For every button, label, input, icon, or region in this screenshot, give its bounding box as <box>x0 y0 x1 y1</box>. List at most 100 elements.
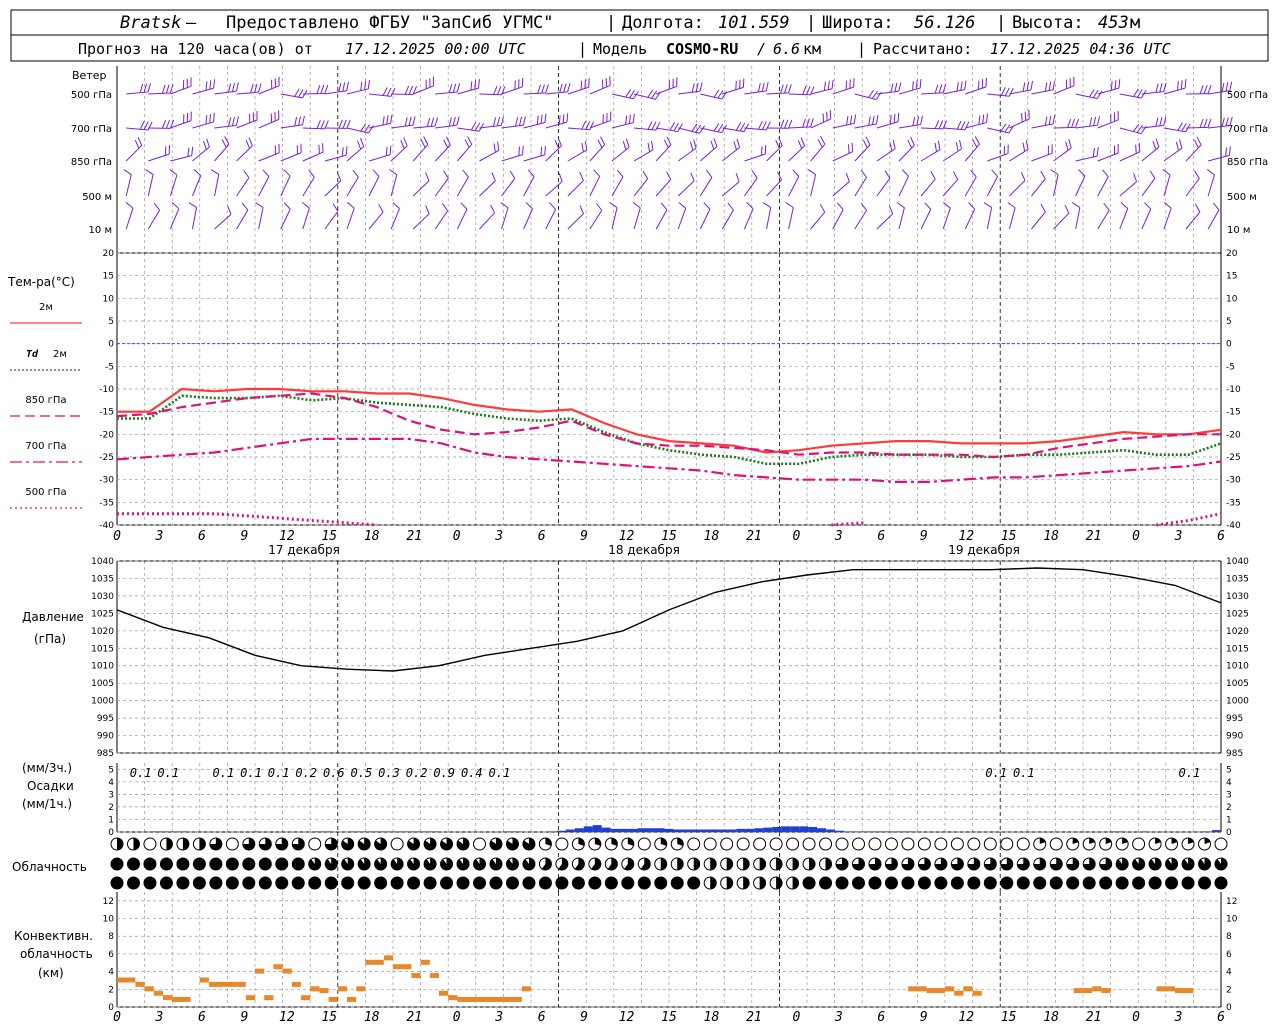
wind-barb-feather <box>1067 118 1072 128</box>
wind-barb-feather <box>894 82 898 92</box>
cloud-symbol <box>456 857 470 871</box>
wind-barb-shaft <box>435 91 458 95</box>
x-tick-label: 0 <box>792 529 800 544</box>
wind-barb-feather <box>283 169 291 177</box>
cloud-symbol-fill <box>341 858 354 870</box>
wind-barb-feather <box>302 202 310 209</box>
cloud-symbol-fill <box>934 858 947 870</box>
cloud-symbol <box>934 857 948 871</box>
wind-barb-feather <box>888 205 894 214</box>
cloud-symbol-fill <box>759 877 766 889</box>
wind-barb <box>807 169 817 197</box>
header-dash: – <box>186 13 197 33</box>
wind-barb-feather <box>316 84 321 94</box>
cloud-symbol <box>538 876 552 890</box>
wind-barb <box>479 141 500 162</box>
wind-barb <box>192 112 215 129</box>
cloud-symbol-fill <box>374 877 387 889</box>
cloud-symbol-fill <box>951 858 964 870</box>
precip-bar <box>502 831 512 832</box>
cloud-symbol <box>1000 837 1014 851</box>
wind-barb-shaft <box>523 122 546 129</box>
cloud-symbol-outline <box>637 837 651 851</box>
wind-barb-feather <box>425 172 430 181</box>
wind-barb-feather <box>792 169 800 177</box>
wind-barb-feather <box>628 114 631 124</box>
cloud-symbol <box>555 837 569 851</box>
wind-barb-feather <box>1110 81 1113 91</box>
cloud-symbol <box>654 837 668 851</box>
wind-barb-feather <box>228 117 232 127</box>
wind-barb-shaft <box>876 90 899 95</box>
cloud-symbol-fill <box>127 877 140 889</box>
wind-barb <box>214 82 239 95</box>
wind-barb <box>1207 202 1220 230</box>
wind-level-label-right: 700 гПа <box>1227 124 1268 135</box>
cloud-symbol-fill <box>836 858 849 870</box>
cloud-symbol <box>934 876 948 890</box>
wind-barb <box>170 146 194 162</box>
wind-barb-feather <box>691 123 698 132</box>
convective-bar <box>273 964 283 970</box>
cloud-symbol <box>192 876 206 890</box>
cloud-symbol-fill <box>1215 877 1227 889</box>
wind-barb-shaft <box>1119 181 1137 197</box>
wind-barb-feather <box>788 119 793 129</box>
cloud-symbol-fill <box>275 877 288 889</box>
wind-barb-feather <box>139 83 144 93</box>
wind-barb-feather <box>336 172 342 181</box>
wind-barb <box>1050 169 1059 197</box>
cloud-symbol-fill <box>143 858 156 870</box>
convective-bar <box>209 981 237 987</box>
alt-value: 453 <box>1098 13 1129 33</box>
wind-barb-feather <box>826 111 828 121</box>
x-tick-label: 18 <box>364 529 380 544</box>
wind-barb-shaft <box>1141 124 1164 129</box>
cloud-symbol <box>720 857 734 871</box>
wind-barb <box>123 169 132 197</box>
cloud-symbol-fill <box>638 877 651 889</box>
wind-barb <box>788 85 815 96</box>
cloud-symbol-fill <box>259 838 272 850</box>
cloud-symbol-fill <box>160 877 173 889</box>
convective-bar <box>264 995 274 1001</box>
wind-barb <box>722 138 741 162</box>
wind-barb-feather <box>390 114 393 124</box>
wind-barb <box>921 84 947 95</box>
cloud-symbol <box>835 857 849 871</box>
wind-barb <box>766 119 793 129</box>
wind-barb-shaft <box>1097 87 1120 95</box>
cloud-symbol-fill <box>541 858 552 870</box>
cloud-symbol-fill <box>308 877 321 889</box>
x-tick-label: 18 <box>1043 529 1059 544</box>
wind-barb-shaft <box>413 125 436 129</box>
wind-barb-shaft <box>368 176 380 197</box>
wind-barb-feather <box>203 140 207 150</box>
wind-barb-feather <box>255 202 264 208</box>
y-tick-label-right: 990 <box>1226 732 1243 742</box>
cloud-symbol <box>110 857 124 871</box>
wind-barb-feather <box>663 139 669 148</box>
cloud-symbol <box>983 876 997 890</box>
y-tick-label-right: 1 <box>1226 815 1232 825</box>
wind-barb-feather <box>788 84 792 94</box>
wind-barb-shaft <box>1097 176 1109 197</box>
wind-barb <box>810 110 832 129</box>
wind-barb <box>964 169 977 197</box>
wind-barb <box>125 202 134 230</box>
wind-barb <box>987 87 1014 97</box>
wind-barb-feather <box>153 202 161 211</box>
cloud-symbol <box>1165 837 1179 851</box>
wind-barb-feather <box>666 171 672 180</box>
wind-barb-shaft <box>567 213 584 230</box>
wind-barb-shaft <box>722 86 744 95</box>
wind-level-label-right: 500 гПа <box>1227 90 1268 101</box>
cloud-symbol-fill <box>259 858 272 870</box>
cloud-symbol-fill <box>654 877 667 889</box>
wind-barb-feather <box>491 172 496 181</box>
convective-bar <box>356 986 366 992</box>
wind-barb-shaft <box>589 84 611 95</box>
cloud-symbol-fill <box>374 858 387 870</box>
wind-barb <box>609 202 618 230</box>
wind-barb-feather <box>497 86 502 95</box>
